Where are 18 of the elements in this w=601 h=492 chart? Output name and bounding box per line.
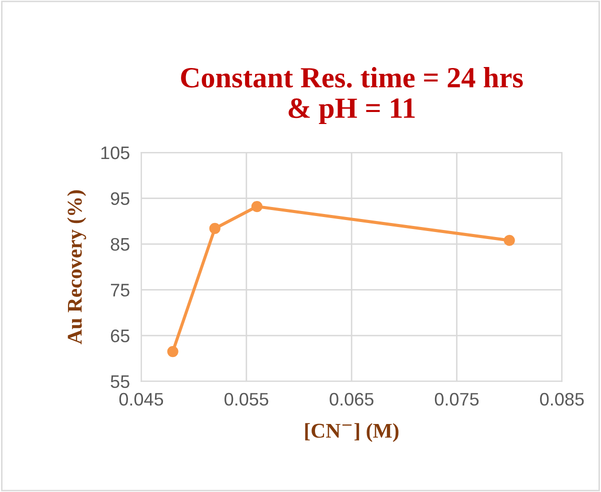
x-axis-title: [CN$^{−}$] (M) — [305, 423, 398, 442]
x-tick-label: 0.045 — [119, 392, 164, 406]
x-tick-label: 0.055 — [224, 392, 268, 406]
y-tick-label: 105 — [101, 146, 130, 160]
y-tick-label: 55 — [110, 375, 130, 388]
y-tick-label: 75 — [110, 284, 130, 297]
point — [504, 234, 515, 246]
y-tick-label: 85 — [110, 238, 130, 251]
y-tick-label: 65 — [110, 329, 130, 342]
x-tick-label: 0.065 — [330, 392, 374, 406]
x-tick-label: 0.085 — [540, 392, 584, 406]
chart-title: Constant Res. time = 24 hrs & pH = 11 — [181, 67, 523, 124]
y-axis-title: Au Recovery (%) — [67, 190, 86, 344]
x-tick-label: 0.075 — [434, 392, 479, 406]
point — [251, 200, 262, 212]
y-tick-label: 95 — [110, 192, 130, 205]
point — [167, 346, 178, 358]
point — [209, 222, 220, 234]
